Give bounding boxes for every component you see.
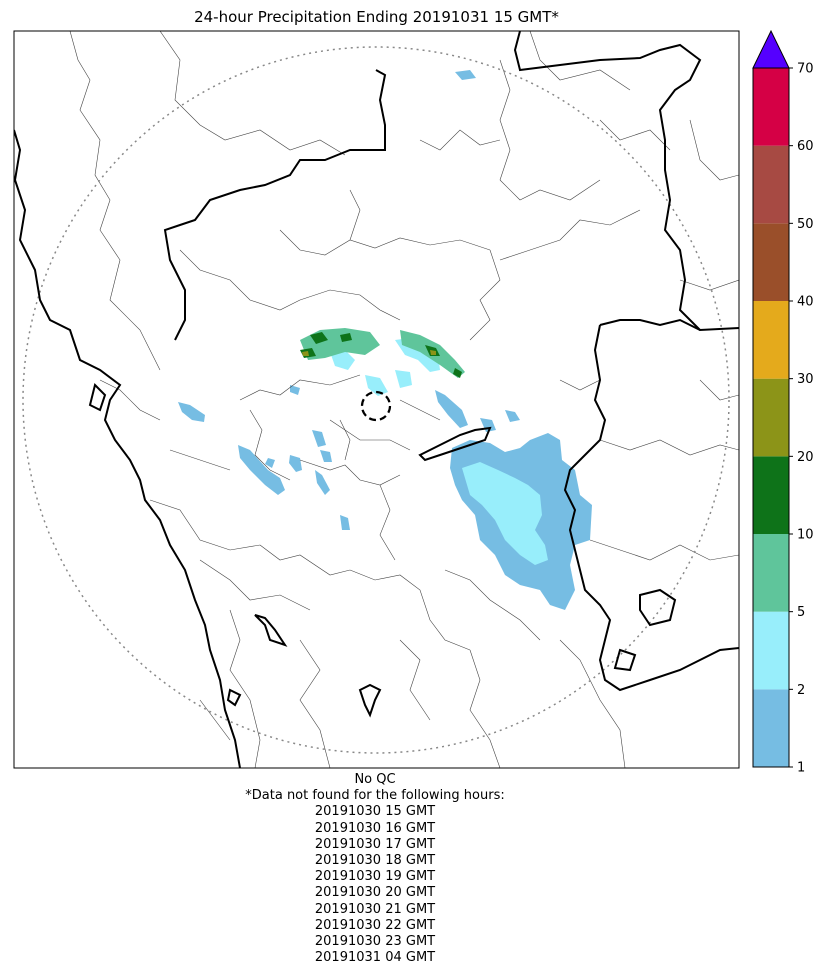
- missing-hour: 20191030 20 GMT: [314, 885, 436, 901]
- colorbar-tick-label: 20: [797, 450, 814, 465]
- colorbar-segment: [753, 456, 789, 534]
- missing-hour: 20191030 18 GMT: [314, 853, 436, 869]
- colorbar-segment: [753, 378, 789, 457]
- radar-range-ring: [22, 46, 730, 754]
- data-notes: No QC *Data not found for the following …: [175, 772, 575, 966]
- colorbar-segment: [753, 534, 789, 612]
- missing-hour: 20191030 21 GMT: [314, 901, 436, 917]
- missing-hour: 20191030 22 GMT: [314, 917, 436, 933]
- colorbar-segment: [753, 145, 789, 224]
- colorbar-tick-label: 60: [797, 139, 814, 154]
- missing-hour: 20191030 19 GMT: [314, 869, 436, 885]
- missing-hour: 20191030 15 GMT: [314, 804, 436, 820]
- colorbar-tick-label: 30: [797, 372, 814, 387]
- colorbar-segment: [753, 68, 789, 146]
- map-frame: [13, 30, 740, 769]
- colorbar-tick-label: 70: [797, 62, 814, 77]
- colorbar-segment: [753, 611, 789, 690]
- precip-moderate-areas: [330, 338, 548, 565]
- state-boundaries: [14, 31, 739, 768]
- qc-note: No QC: [354, 772, 396, 787]
- precip-heavy-bands: [300, 328, 465, 378]
- radar-site-marker: [360, 390, 392, 422]
- map-title: 24-hour Precipitation Ending 20191031 15…: [194, 8, 559, 26]
- colorbar-tick-label: 50: [797, 217, 814, 232]
- missing-hour: 20191030 23 GMT: [314, 934, 436, 950]
- colorbar-tick-label: 1: [797, 761, 805, 776]
- colorbar-extend-arrow: [752, 29, 790, 69]
- colorbar-tick-label: 5: [797, 605, 805, 620]
- colorbar: 1 2 5 10 20 30 40 50 60 70: [752, 29, 814, 776]
- colorbar-segment: [753, 689, 789, 767]
- colorbar-segment: [753, 223, 789, 301]
- colorbar-segment: [753, 301, 789, 379]
- missing-data-header: *Data not found for the following hours:: [245, 788, 505, 804]
- colorbar-frame: [752, 67, 790, 768]
- missing-hour: 20191031 04 GMT: [314, 950, 436, 966]
- district-boundaries: [69, 31, 739, 768]
- colorbar-tick-label: 40: [797, 295, 814, 310]
- missing-hour: 20191030 17 GMT: [314, 836, 436, 852]
- colorbar-tick-label: 2: [797, 683, 805, 698]
- colorbar-tick-label: 10: [797, 528, 814, 543]
- missing-hour: 20191030 16 GMT: [314, 820, 436, 836]
